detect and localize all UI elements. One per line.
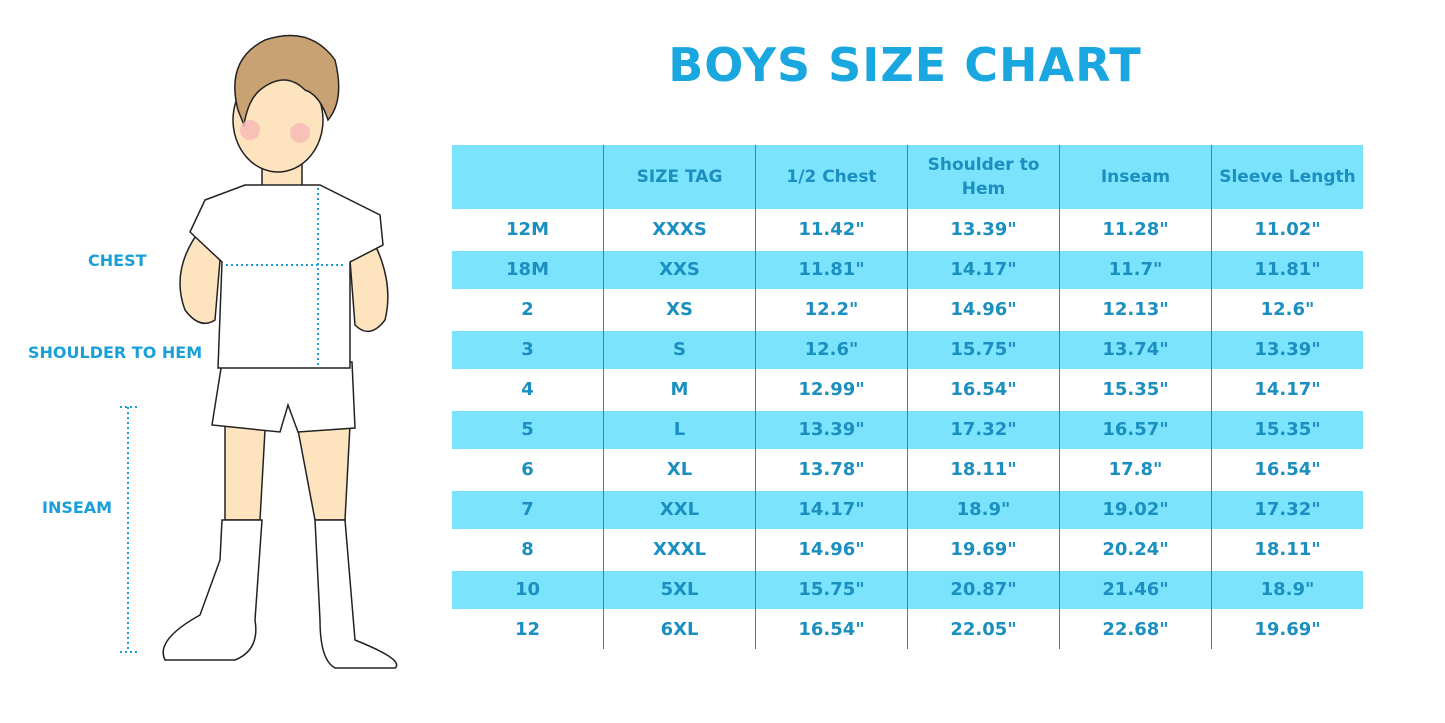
cell-inseam: 19.02" bbox=[1059, 489, 1212, 529]
cell-sleeve-length: 18.11" bbox=[1211, 529, 1363, 569]
cell-size: 12M bbox=[452, 209, 604, 249]
cell-shoulder-to-hem: 14.96" bbox=[907, 289, 1060, 329]
cell-sleeve-length: 13.39" bbox=[1211, 329, 1363, 369]
cell-half-chest: 16.54" bbox=[755, 609, 908, 649]
inseam-label: INSEAM bbox=[42, 498, 113, 517]
page-title: BOYS SIZE CHART bbox=[668, 38, 1142, 92]
cell-half-chest: 14.17" bbox=[755, 489, 908, 529]
cell-sleeve-length: 11.81" bbox=[1211, 249, 1363, 289]
table-row: 12M XXXS 11.42" 13.39" 11.28" 11.02" bbox=[452, 209, 1363, 249]
cell-sleeve-length: 11.02" bbox=[1211, 209, 1363, 249]
cell-shoulder-to-hem: 14.17" bbox=[907, 249, 1060, 289]
cell-half-chest: 12.6" bbox=[755, 329, 908, 369]
cell-size: 12 bbox=[452, 609, 604, 649]
cell-half-chest: 13.78" bbox=[755, 449, 908, 489]
cell-size: 10 bbox=[452, 569, 604, 609]
table-row: 5 L 13.39" 17.32" 16.57" 15.35" bbox=[452, 409, 1363, 449]
column-header-half-chest: 1/2 Chest bbox=[755, 145, 908, 209]
cell-shoulder-to-hem: 18.11" bbox=[907, 449, 1060, 489]
cell-shoulder-to-hem: 15.75" bbox=[907, 329, 1060, 369]
table-row: 7 XXL 14.17" 18.9" 19.02" 17.32" bbox=[452, 489, 1363, 529]
cell-size: 6 bbox=[452, 449, 604, 489]
column-header-size bbox=[452, 145, 604, 209]
cell-shoulder-to-hem: 16.54" bbox=[907, 369, 1060, 409]
cell-sleeve-length: 18.9" bbox=[1211, 569, 1363, 609]
cell-shoulder-to-hem: 22.05" bbox=[907, 609, 1060, 649]
cell-half-chest: 11.81" bbox=[755, 249, 908, 289]
cell-shoulder-to-hem: 20.87" bbox=[907, 569, 1060, 609]
cell-sleeve-length: 14.17" bbox=[1211, 369, 1363, 409]
column-header-shoulder-to-hem: Shoulder to Hem bbox=[907, 145, 1060, 209]
cell-size-tag: XS bbox=[603, 289, 756, 329]
column-header-size-tag: SIZE TAG bbox=[603, 145, 756, 209]
cell-size-tag: L bbox=[603, 409, 756, 449]
cell-sleeve-length: 19.69" bbox=[1211, 609, 1363, 649]
table-row: 12 6XL 16.54" 22.05" 22.68" 19.69" bbox=[452, 609, 1363, 649]
cell-shoulder-to-hem: 17.32" bbox=[907, 409, 1060, 449]
cell-size: 7 bbox=[452, 489, 604, 529]
cell-shoulder-to-hem: 18.9" bbox=[907, 489, 1060, 529]
table-row: 10 5XL 15.75" 20.87" 21.46" 18.9" bbox=[452, 569, 1363, 609]
cell-inseam: 15.35" bbox=[1059, 369, 1212, 409]
cell-size-tag: 5XL bbox=[603, 569, 756, 609]
cell-sleeve-length: 16.54" bbox=[1211, 449, 1363, 489]
cell-size-tag: M bbox=[603, 369, 756, 409]
cell-sleeve-length: 12.6" bbox=[1211, 289, 1363, 329]
column-header-sleeve-length: Sleeve Length bbox=[1211, 145, 1363, 209]
cell-size-tag: XXXL bbox=[603, 529, 756, 569]
cell-shoulder-to-hem: 13.39" bbox=[907, 209, 1060, 249]
table-row: 4 M 12.99" 16.54" 15.35" 14.17" bbox=[452, 369, 1363, 409]
cell-shoulder-to-hem: 19.69" bbox=[907, 529, 1060, 569]
cell-size-tag: XXL bbox=[603, 489, 756, 529]
cell-inseam: 20.24" bbox=[1059, 529, 1212, 569]
cell-inseam: 13.74" bbox=[1059, 329, 1212, 369]
shoulder-to-hem-label: SHOULDER TO HEM bbox=[28, 343, 203, 362]
cell-half-chest: 12.2" bbox=[755, 289, 908, 329]
cell-size: 3 bbox=[452, 329, 604, 369]
cell-half-chest: 11.42" bbox=[755, 209, 908, 249]
cell-size-tag: XXS bbox=[603, 249, 756, 289]
cell-size: 4 bbox=[452, 369, 604, 409]
cell-half-chest: 15.75" bbox=[755, 569, 908, 609]
table-row: 2 XS 12.2" 14.96" 12.13" 12.6" bbox=[452, 289, 1363, 329]
cell-inseam: 22.68" bbox=[1059, 609, 1212, 649]
table-row: 8 XXXL 14.96" 19.69" 20.24" 18.11" bbox=[452, 529, 1363, 569]
cell-inseam: 11.7" bbox=[1059, 249, 1212, 289]
cell-size-tag: S bbox=[603, 329, 756, 369]
cell-size: 5 bbox=[452, 409, 604, 449]
cell-size-tag: 6XL bbox=[603, 609, 756, 649]
table-row: 18M XXS 11.81" 14.17" 11.7" 11.81" bbox=[452, 249, 1363, 289]
cell-sleeve-length: 15.35" bbox=[1211, 409, 1363, 449]
size-table: SIZE TAG 1/2 Chest Shoulder to Hem Inseam Sl… bbox=[452, 145, 1363, 649]
chest-label: CHEST bbox=[88, 251, 147, 270]
cell-sleeve-length: 17.32" bbox=[1211, 489, 1363, 529]
cell-size: 2 bbox=[452, 289, 604, 329]
cell-size: 18M bbox=[452, 249, 604, 289]
cell-size-tag: XXXS bbox=[603, 209, 756, 249]
cell-size: 8 bbox=[452, 529, 604, 569]
cell-size-tag: XL bbox=[603, 449, 756, 489]
cell-inseam: 17.8" bbox=[1059, 449, 1212, 489]
table-header-row: SIZE TAG 1/2 Chest Shoulder to Hem Inseam Sl… bbox=[452, 145, 1363, 209]
cell-inseam: 16.57" bbox=[1059, 409, 1212, 449]
cell-inseam: 21.46" bbox=[1059, 569, 1212, 609]
table-row: 6 XL 13.78" 18.11" 17.8" 16.54" bbox=[452, 449, 1363, 489]
column-header-inseam: Inseam bbox=[1059, 145, 1212, 209]
table-row: 3 S 12.6" 15.75" 13.74" 13.39" bbox=[452, 329, 1363, 369]
boy-figure-illustration bbox=[120, 34, 398, 669]
cell-half-chest: 13.39" bbox=[755, 409, 908, 449]
cell-inseam: 11.28" bbox=[1059, 209, 1212, 249]
cell-half-chest: 14.96" bbox=[755, 529, 908, 569]
cell-inseam: 12.13" bbox=[1059, 289, 1212, 329]
cell-half-chest: 12.99" bbox=[755, 369, 908, 409]
